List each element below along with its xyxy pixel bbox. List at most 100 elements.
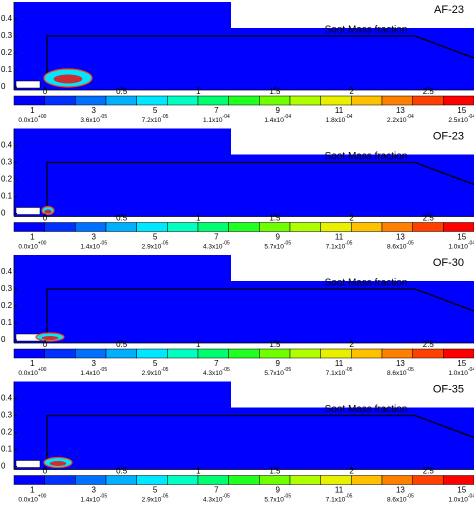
- colorbar-segment: [351, 475, 383, 485]
- panel: 0 0.1 0.2 0.3 0.4 0 0.5 1 1.5 2 2.5 OF-35 Soot Mass …: [1, 381, 474, 503]
- level-value-base: 1.4x10: [80, 496, 100, 503]
- level-value-exp: -05: [100, 114, 107, 120]
- colorbar-segment: [320, 348, 352, 359]
- level-value: 1.0x10-04: [448, 494, 474, 503]
- level-value: 0.0x10+00: [18, 367, 46, 376]
- boundary: [46, 161, 474, 207]
- colorbar-segment: [13, 95, 45, 106]
- flame-inner: [44, 209, 52, 214]
- level-value: 2.9x10-05: [142, 367, 169, 376]
- x-tick-label: 0: [43, 467, 48, 476]
- level-value-exp: +00: [38, 494, 47, 500]
- colorbar-segment: [44, 222, 76, 232]
- level-value-base: 4.3x10: [203, 243, 223, 250]
- level-value-exp: -04: [468, 494, 474, 500]
- level-value: 8.6x10-05: [387, 367, 414, 376]
- y-tick-label: 0.3: [1, 158, 13, 167]
- level-value: 1.8x10-04: [326, 114, 353, 123]
- flame-inner: [53, 74, 83, 84]
- colorbar-segment: [381, 475, 413, 485]
- x-tick-label: 0.5: [116, 214, 128, 223]
- y-tick-label: 0.2: [1, 301, 13, 310]
- level-label: 11: [335, 486, 344, 495]
- boundary: [46, 414, 474, 460]
- level-label: 15: [457, 359, 466, 368]
- colorbar-segment: [228, 95, 260, 106]
- level-value: 4.3x10-05: [203, 367, 230, 376]
- legend-title: Soot Mass fraction: [325, 404, 408, 415]
- level-value-base: 8.6x10: [387, 370, 407, 377]
- level-value-base: 0.0x10: [18, 117, 38, 124]
- domain-right: [231, 154, 474, 217]
- y-tick-label: 0.3: [1, 411, 13, 420]
- level-value: 3.6x10-05: [80, 114, 107, 123]
- level-label: 13: [396, 106, 405, 115]
- level-label: 15: [457, 486, 466, 495]
- colorbar-segment: [136, 348, 168, 359]
- level-value-base: 2.2x10: [387, 117, 407, 124]
- level-value-base: 2.5x10: [448, 117, 468, 124]
- level-value-exp: -05: [100, 494, 107, 500]
- level-label: 5: [153, 106, 158, 115]
- level-value-exp: -05: [161, 494, 168, 500]
- level-label: 11: [335, 359, 344, 368]
- panel-label: OF-35: [433, 383, 464, 395]
- colorbar-segment: [105, 222, 137, 232]
- y-tick-label: 0.1: [1, 192, 13, 201]
- colorbar-segment: [259, 222, 291, 232]
- x-tick-label: 1: [196, 214, 201, 223]
- level-label: 11: [335, 233, 344, 242]
- level-label: 13: [396, 233, 405, 242]
- x-tick-label: 2: [349, 467, 354, 476]
- colorbar-segment: [105, 348, 137, 359]
- colorbar-segment: [44, 475, 76, 485]
- y-tick-label: 0.3: [1, 31, 13, 40]
- level-value-base: 1.4x10: [80, 370, 100, 377]
- level-value-base: 2.9x10: [142, 496, 162, 503]
- colorbar-segment: [381, 348, 413, 359]
- level-value-base: 2.9x10: [142, 370, 162, 377]
- level-label: 1: [30, 233, 35, 242]
- level-label: 5: [153, 233, 158, 242]
- y-tick-label: 0.2: [1, 48, 13, 57]
- y-tick-label: 0: [1, 462, 6, 471]
- level-label: 7: [214, 359, 219, 368]
- level-value-exp: -05: [161, 241, 168, 247]
- colorbar-segment: [351, 222, 383, 232]
- level-value: 2.9x10-05: [142, 241, 169, 250]
- level-value-base: 0.0x10: [18, 370, 38, 377]
- colorbar-segment: [75, 475, 107, 485]
- colorbar-segment: [13, 475, 45, 485]
- colorbar-segment: [228, 475, 260, 485]
- legend-title: Soot Mass fraction: [325, 278, 408, 289]
- level-value-exp: -04: [468, 114, 474, 120]
- level-value-exp: -05: [100, 241, 107, 247]
- x-tick-label: 0: [43, 87, 48, 96]
- level-value: 5.7x10-05: [264, 494, 291, 503]
- colorbar-segment: [289, 95, 321, 106]
- y-tick-label: 0.3: [1, 284, 13, 293]
- level-label: 3: [92, 233, 97, 242]
- level-value: 7.1x10-05: [326, 494, 353, 503]
- colorbar-segment: [75, 95, 107, 106]
- colorbar-segment: [320, 95, 352, 106]
- level-label: 5: [153, 359, 158, 368]
- x-tick-label: 2: [349, 214, 354, 223]
- level-value: 1.1x10-04: [203, 114, 230, 123]
- level-label: 15: [457, 233, 466, 242]
- level-value: 5.7x10-05: [264, 367, 291, 376]
- level-value-base: 5.7x10: [264, 496, 284, 503]
- level-label: 3: [92, 106, 97, 115]
- colorbar-segment: [289, 348, 321, 359]
- x-tick-label: 0: [43, 214, 48, 223]
- level-value-exp: +00: [38, 241, 47, 247]
- level-value-exp: -04: [468, 367, 474, 373]
- level-value-base: 5.7x10: [264, 370, 284, 377]
- x-tick-label: 0.5: [116, 87, 128, 96]
- colorbar-segment: [443, 95, 474, 106]
- colorbar-segment: [13, 348, 45, 359]
- colorbar-segment: [228, 222, 260, 232]
- y-tick-label: 0.4: [1, 267, 13, 276]
- domain-left: [14, 255, 231, 343]
